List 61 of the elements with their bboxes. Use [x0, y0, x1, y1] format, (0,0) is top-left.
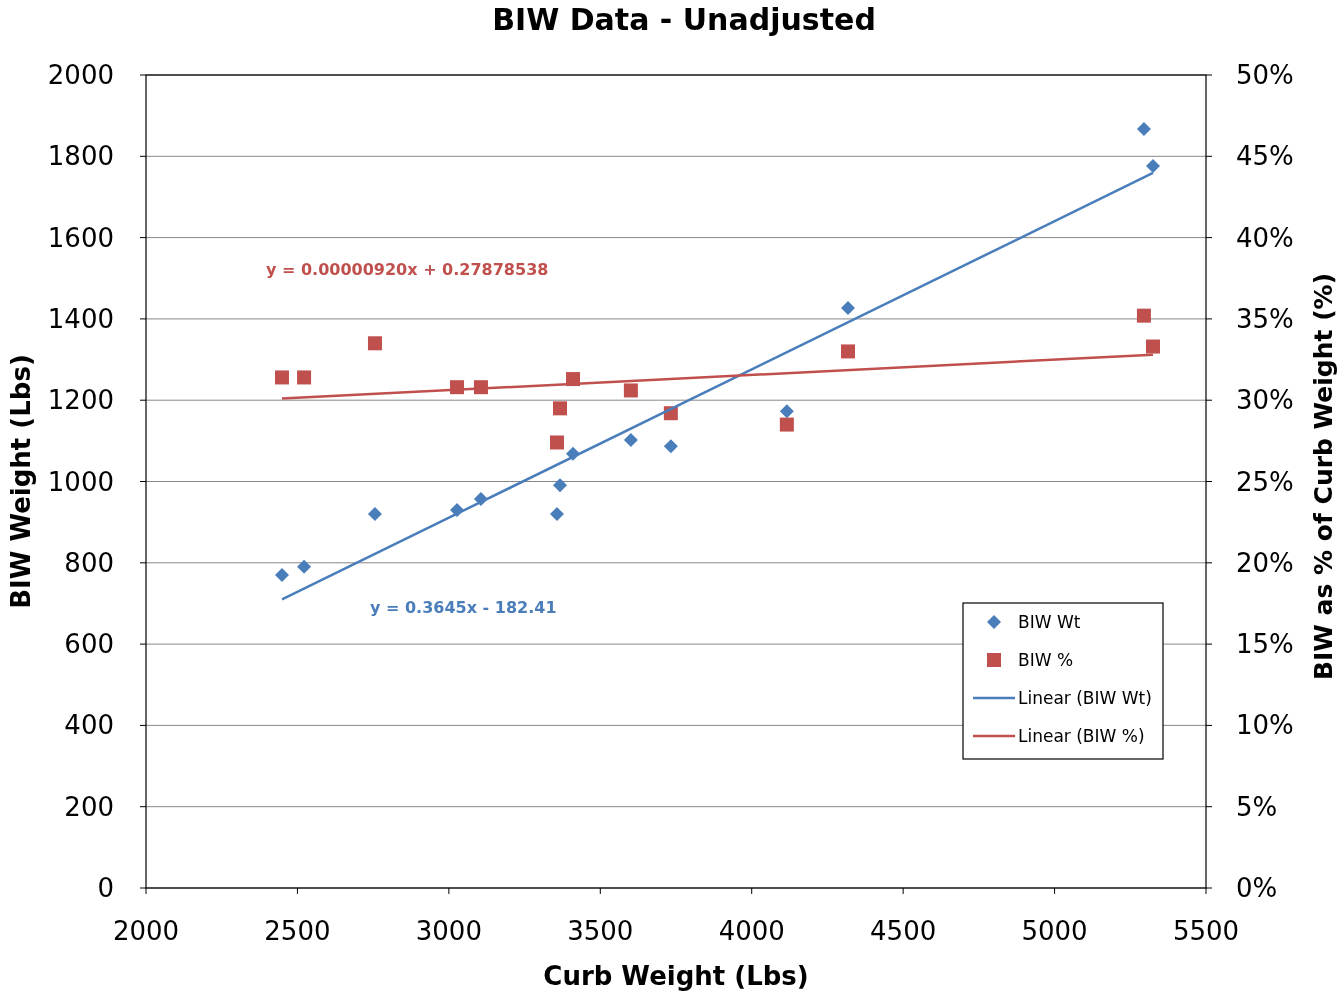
point — [274, 568, 289, 582]
y-tick-label: 1400 — [47, 303, 114, 334]
point — [623, 433, 638, 448]
x-tick-label: 5500 — [1172, 916, 1240, 946]
y2-tick-label: 35% — [1236, 303, 1294, 334]
x-tick-label: 4000 — [718, 916, 785, 946]
point — [1136, 122, 1151, 137]
y-tick-label: 0 — [97, 873, 114, 903]
annotation: y = 0.00000920x + 0.27878538 — [266, 260, 549, 279]
x-tick-label: 4500 — [870, 916, 937, 946]
y2-tick-label: 30% — [1236, 385, 1294, 416]
point — [549, 507, 564, 522]
point — [367, 336, 382, 351]
y2-tick-label: 25% — [1236, 466, 1294, 497]
point — [553, 401, 568, 416]
point — [663, 439, 678, 454]
y2-tick-label: 40% — [1236, 222, 1294, 253]
y-tick-label: 400 — [64, 710, 114, 741]
point — [297, 370, 312, 385]
legend-label: BIW % — [1018, 650, 1074, 670]
y-tick-label: 2000 — [47, 60, 114, 90]
legend-label: Linear (BIW %) — [1018, 726, 1145, 746]
legend-label: Linear (BIW Wt) — [1018, 688, 1152, 708]
y2-tick-label: 15% — [1236, 629, 1294, 660]
point — [297, 559, 312, 574]
point — [1136, 308, 1151, 323]
point — [274, 370, 289, 385]
x-tick-label: 2000 — [112, 916, 180, 946]
y2-tick-label: 45% — [1236, 141, 1294, 172]
y-tick-label: 200 — [64, 791, 114, 822]
y-tick-label: 600 — [64, 629, 114, 660]
point — [1146, 339, 1160, 354]
point — [779, 417, 794, 432]
x-tick-label: 5000 — [1021, 916, 1088, 946]
y-tick-label: 800 — [64, 547, 114, 578]
y2-axis-title: BIW as % of Curb Weight (%) — [1309, 272, 1338, 681]
x-axis-title: Curb Weight (Lbs) — [543, 961, 809, 991]
x-tick-label: 3000 — [415, 916, 482, 946]
x-tick-label: 3500 — [567, 916, 634, 946]
x-tick-label: 2500 — [264, 916, 331, 946]
point — [841, 344, 856, 359]
chart-title: BIW Data - Unadjusted — [492, 2, 876, 37]
point — [553, 478, 568, 493]
y2-tick-label: 5% — [1236, 791, 1278, 822]
y2-tick-label: 10% — [1236, 710, 1294, 741]
point — [1146, 159, 1160, 174]
point — [779, 404, 794, 419]
y-axis-title: BIW Weight (Lbs) — [6, 354, 36, 609]
y-tick-label: 1600 — [47, 222, 114, 253]
y-tick-label: 1000 — [47, 466, 114, 497]
point — [841, 300, 856, 315]
point — [549, 435, 564, 450]
point — [367, 507, 382, 522]
y2-tick-label: 0% — [1236, 873, 1278, 903]
point — [623, 383, 638, 398]
y2-tick-label: 50% — [1236, 60, 1294, 90]
y2-tick-label: 20% — [1236, 547, 1294, 578]
legend-label: BIW Wt — [1018, 612, 1081, 632]
annotation: y = 0.3645x - 182.41 — [370, 598, 557, 617]
y-tick-label: 1800 — [47, 141, 114, 172]
y-tick-label: 1200 — [47, 385, 114, 416]
